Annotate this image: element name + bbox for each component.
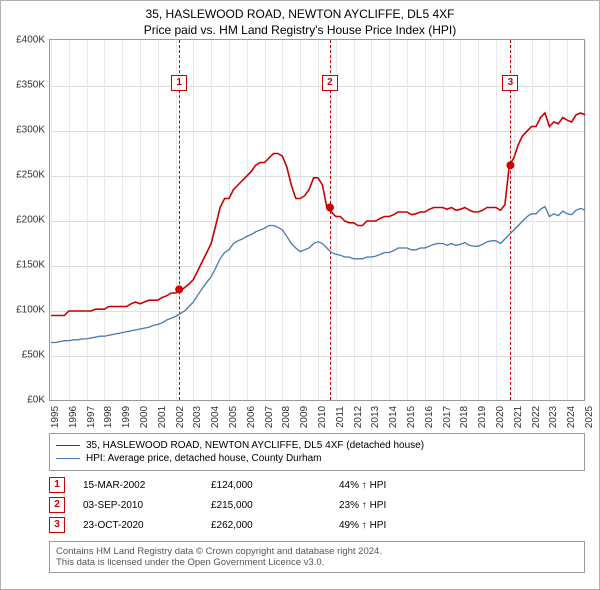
event-pct: 23% ↑ HPI	[339, 500, 386, 511]
x-axis-label: 2011	[335, 406, 346, 428]
event-date: 15-MAR-2002	[83, 480, 193, 491]
x-axis-label: 2009	[299, 406, 310, 428]
x-axis-label: 1996	[68, 406, 79, 428]
legend-swatch	[56, 458, 80, 459]
series-line	[51, 207, 585, 343]
x-axis-label: 1998	[103, 406, 114, 428]
event-number: 2	[49, 497, 65, 513]
chart-subtitle: Price paid vs. HM Land Registry's House …	[1, 23, 599, 37]
event-dot	[175, 285, 183, 293]
events-table: 1 15-MAR-2002 £124,000 44% ↑ HPI 2 03-SEP-201…	[49, 477, 585, 533]
series-line	[51, 113, 585, 316]
x-axis-label: 2018	[459, 406, 470, 428]
x-axis-label: 2023	[548, 406, 559, 428]
legend-label: 35, HASLEWOOD ROAD, NEWTON AYCLIFFE, DL5…	[86, 440, 424, 451]
y-axis-label: £400K	[16, 35, 49, 46]
event-price: £262,000	[211, 520, 321, 531]
x-axis-label: 2022	[531, 406, 542, 428]
x-axis-label: 2025	[584, 406, 595, 428]
y-axis-label: £150K	[16, 260, 49, 271]
x-axis-label: 1995	[50, 406, 61, 428]
legend-row: 35, HASLEWOOD ROAD, NEWTON AYCLIFFE, DL5…	[56, 440, 578, 451]
event-date: 03-SEP-2010	[83, 500, 193, 511]
event-dot	[506, 161, 514, 169]
footer: Contains HM Land Registry data © Crown c…	[49, 541, 585, 573]
x-axis-label: 2001	[157, 406, 168, 428]
event-price: £124,000	[211, 480, 321, 491]
legend: 35, HASLEWOOD ROAD, NEWTON AYCLIFFE, DL5…	[49, 433, 585, 471]
y-axis-label: £350K	[16, 80, 49, 91]
x-axis-label: 2014	[388, 406, 399, 428]
x-axis-label: 2007	[264, 406, 275, 428]
chart-title: 35, HASLEWOOD ROAD, NEWTON AYCLIFFE, DL5…	[1, 7, 599, 21]
x-axis-label: 2006	[246, 406, 257, 428]
x-axis-label: 2016	[424, 406, 435, 428]
y-axis-label: £300K	[16, 125, 49, 136]
x-axis-label: 2005	[228, 406, 239, 428]
x-axis-label: 2008	[281, 406, 292, 428]
y-axis-label: £50K	[22, 350, 49, 361]
event-row: 1 15-MAR-2002 £124,000 44% ↑ HPI	[49, 477, 585, 493]
y-axis-label: £250K	[16, 170, 49, 181]
legend-label: HPI: Average price, detached house, Coun…	[86, 453, 322, 464]
event-pct: 44% ↑ HPI	[339, 480, 386, 491]
chart-container: 35, HASLEWOOD ROAD, NEWTON AYCLIFFE, DL5…	[0, 0, 600, 590]
legend-row: HPI: Average price, detached house, Coun…	[56, 453, 578, 464]
chart-svg	[50, 40, 586, 402]
x-axis-label: 2019	[477, 406, 488, 428]
y-axis-label: £100K	[16, 305, 49, 316]
event-number: 1	[49, 477, 65, 493]
x-axis-label: 2017	[442, 406, 453, 428]
event-date: 23-OCT-2020	[83, 520, 193, 531]
x-axis-label: 2013	[370, 406, 381, 428]
chart-plot-area: 123 £0K£50K£100K£150K£200K£250K£300K£350…	[49, 39, 585, 401]
x-axis-label: 2024	[566, 406, 577, 428]
event-price: £215,000	[211, 500, 321, 511]
x-axis-label: 2010	[317, 406, 328, 428]
x-axis-label: 2015	[406, 406, 417, 428]
event-row: 2 03-SEP-2010 £215,000 23% ↑ HPI	[49, 497, 585, 513]
footer-line2: This data is licensed under the Open Gov…	[56, 557, 578, 568]
y-axis-label: £0K	[27, 395, 49, 406]
legend-swatch	[56, 445, 80, 446]
event-pct: 49% ↑ HPI	[339, 520, 386, 531]
title-block: 35, HASLEWOOD ROAD, NEWTON AYCLIFFE, DL5…	[1, 1, 599, 39]
event-row: 3 23-OCT-2020 £262,000 49% ↑ HPI	[49, 517, 585, 533]
x-axis-label: 2000	[139, 406, 150, 428]
x-axis-label: 2020	[495, 406, 506, 428]
event-number: 3	[49, 517, 65, 533]
x-axis-label: 2002	[175, 406, 186, 428]
x-axis-label: 2003	[192, 406, 203, 428]
event-dot	[326, 204, 334, 212]
x-axis-label: 2021	[513, 406, 524, 428]
x-axis-label: 2012	[353, 406, 364, 428]
x-axis-label: 2004	[210, 406, 221, 428]
y-axis-label: £200K	[16, 215, 49, 226]
x-axis-label: 1997	[86, 406, 97, 428]
plot-rect: 123	[49, 39, 585, 401]
footer-line1: Contains HM Land Registry data © Crown c…	[56, 546, 578, 557]
x-axis-label: 1999	[121, 406, 132, 428]
